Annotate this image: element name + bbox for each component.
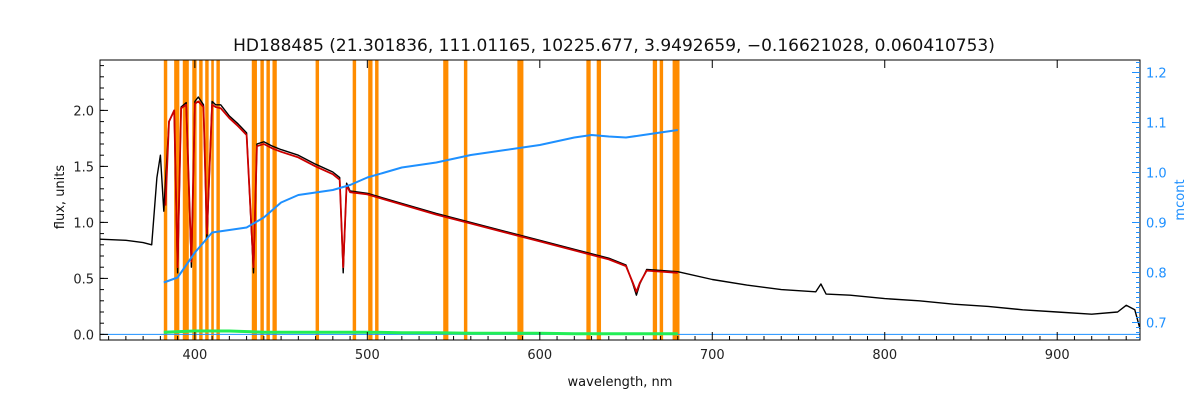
x-tick-label-900: 900 xyxy=(1045,348,1070,363)
mask-window-21 xyxy=(652,60,658,340)
mask-window-12 xyxy=(315,60,320,340)
mask-window-5 xyxy=(205,60,209,340)
y2-tick-label-1: 1.0 xyxy=(1146,167,1167,182)
x-tick-label-800: 800 xyxy=(872,348,897,363)
mask-window-13 xyxy=(352,60,357,340)
y-axis-label: flux, units xyxy=(53,165,68,230)
continuum-series-line xyxy=(163,129,678,284)
y-tick-label-2: 2.0 xyxy=(73,104,94,119)
y-tick-label-1.5: 1.5 xyxy=(73,160,94,175)
y-tick-label-0.5: 0.5 xyxy=(73,272,94,287)
mask-window-11 xyxy=(272,60,277,340)
x-tick-label-500: 500 xyxy=(355,348,380,363)
mask-window-3 xyxy=(192,60,197,340)
x-tick-label-400: 400 xyxy=(182,348,207,363)
x-tick-label-700: 700 xyxy=(700,348,725,363)
y2-tick-label-0.8: 0.8 xyxy=(1146,267,1167,282)
mask-window-16 xyxy=(443,60,449,340)
observed-series-line xyxy=(99,96,1141,329)
mask-window-15 xyxy=(375,60,379,340)
y-tick-label-1: 1.0 xyxy=(73,216,94,231)
mask-window-20 xyxy=(596,60,602,340)
mask-window-6 xyxy=(211,60,214,340)
mask-window-17 xyxy=(463,60,468,340)
model-series-line xyxy=(164,100,678,293)
mask-window-10 xyxy=(266,60,270,340)
mask-window-4 xyxy=(199,60,203,340)
x-axis-label: wavelength, nm xyxy=(568,375,673,390)
y2-tick-label-0.9: 0.9 xyxy=(1146,217,1167,232)
y2-tick-label-1.2: 1.2 xyxy=(1146,67,1167,82)
y2-tick-label-1.1: 1.1 xyxy=(1146,117,1167,132)
y2-axis-label: mcont xyxy=(1173,179,1188,220)
mask-window-7 xyxy=(216,60,220,340)
y2-tick-label-0.7: 0.7 xyxy=(1146,317,1167,332)
x-tick-label-600: 600 xyxy=(527,348,552,363)
mask-window-8 xyxy=(251,60,257,340)
mask-window-19 xyxy=(586,60,591,340)
mask-window-22 xyxy=(659,60,664,340)
mask-window-14 xyxy=(368,60,373,340)
mask-window-9 xyxy=(260,60,264,340)
mask-window-23 xyxy=(672,60,680,340)
residuals-series-line xyxy=(163,329,678,336)
chart-title: HD188485 (21.301836, 111.01165, 10225.67… xyxy=(233,36,995,56)
y-tick-label-0: 0.0 xyxy=(73,328,94,343)
mask-window-18 xyxy=(517,60,524,340)
mask-windows xyxy=(163,60,680,340)
spectrum-lines xyxy=(99,96,1141,336)
mask-window-2 xyxy=(182,60,189,340)
axes: 400 500 600 700 800 900 0.0 0.5 1.0 1.5 2.0 0.7 0.8 0… xyxy=(73,60,1167,363)
